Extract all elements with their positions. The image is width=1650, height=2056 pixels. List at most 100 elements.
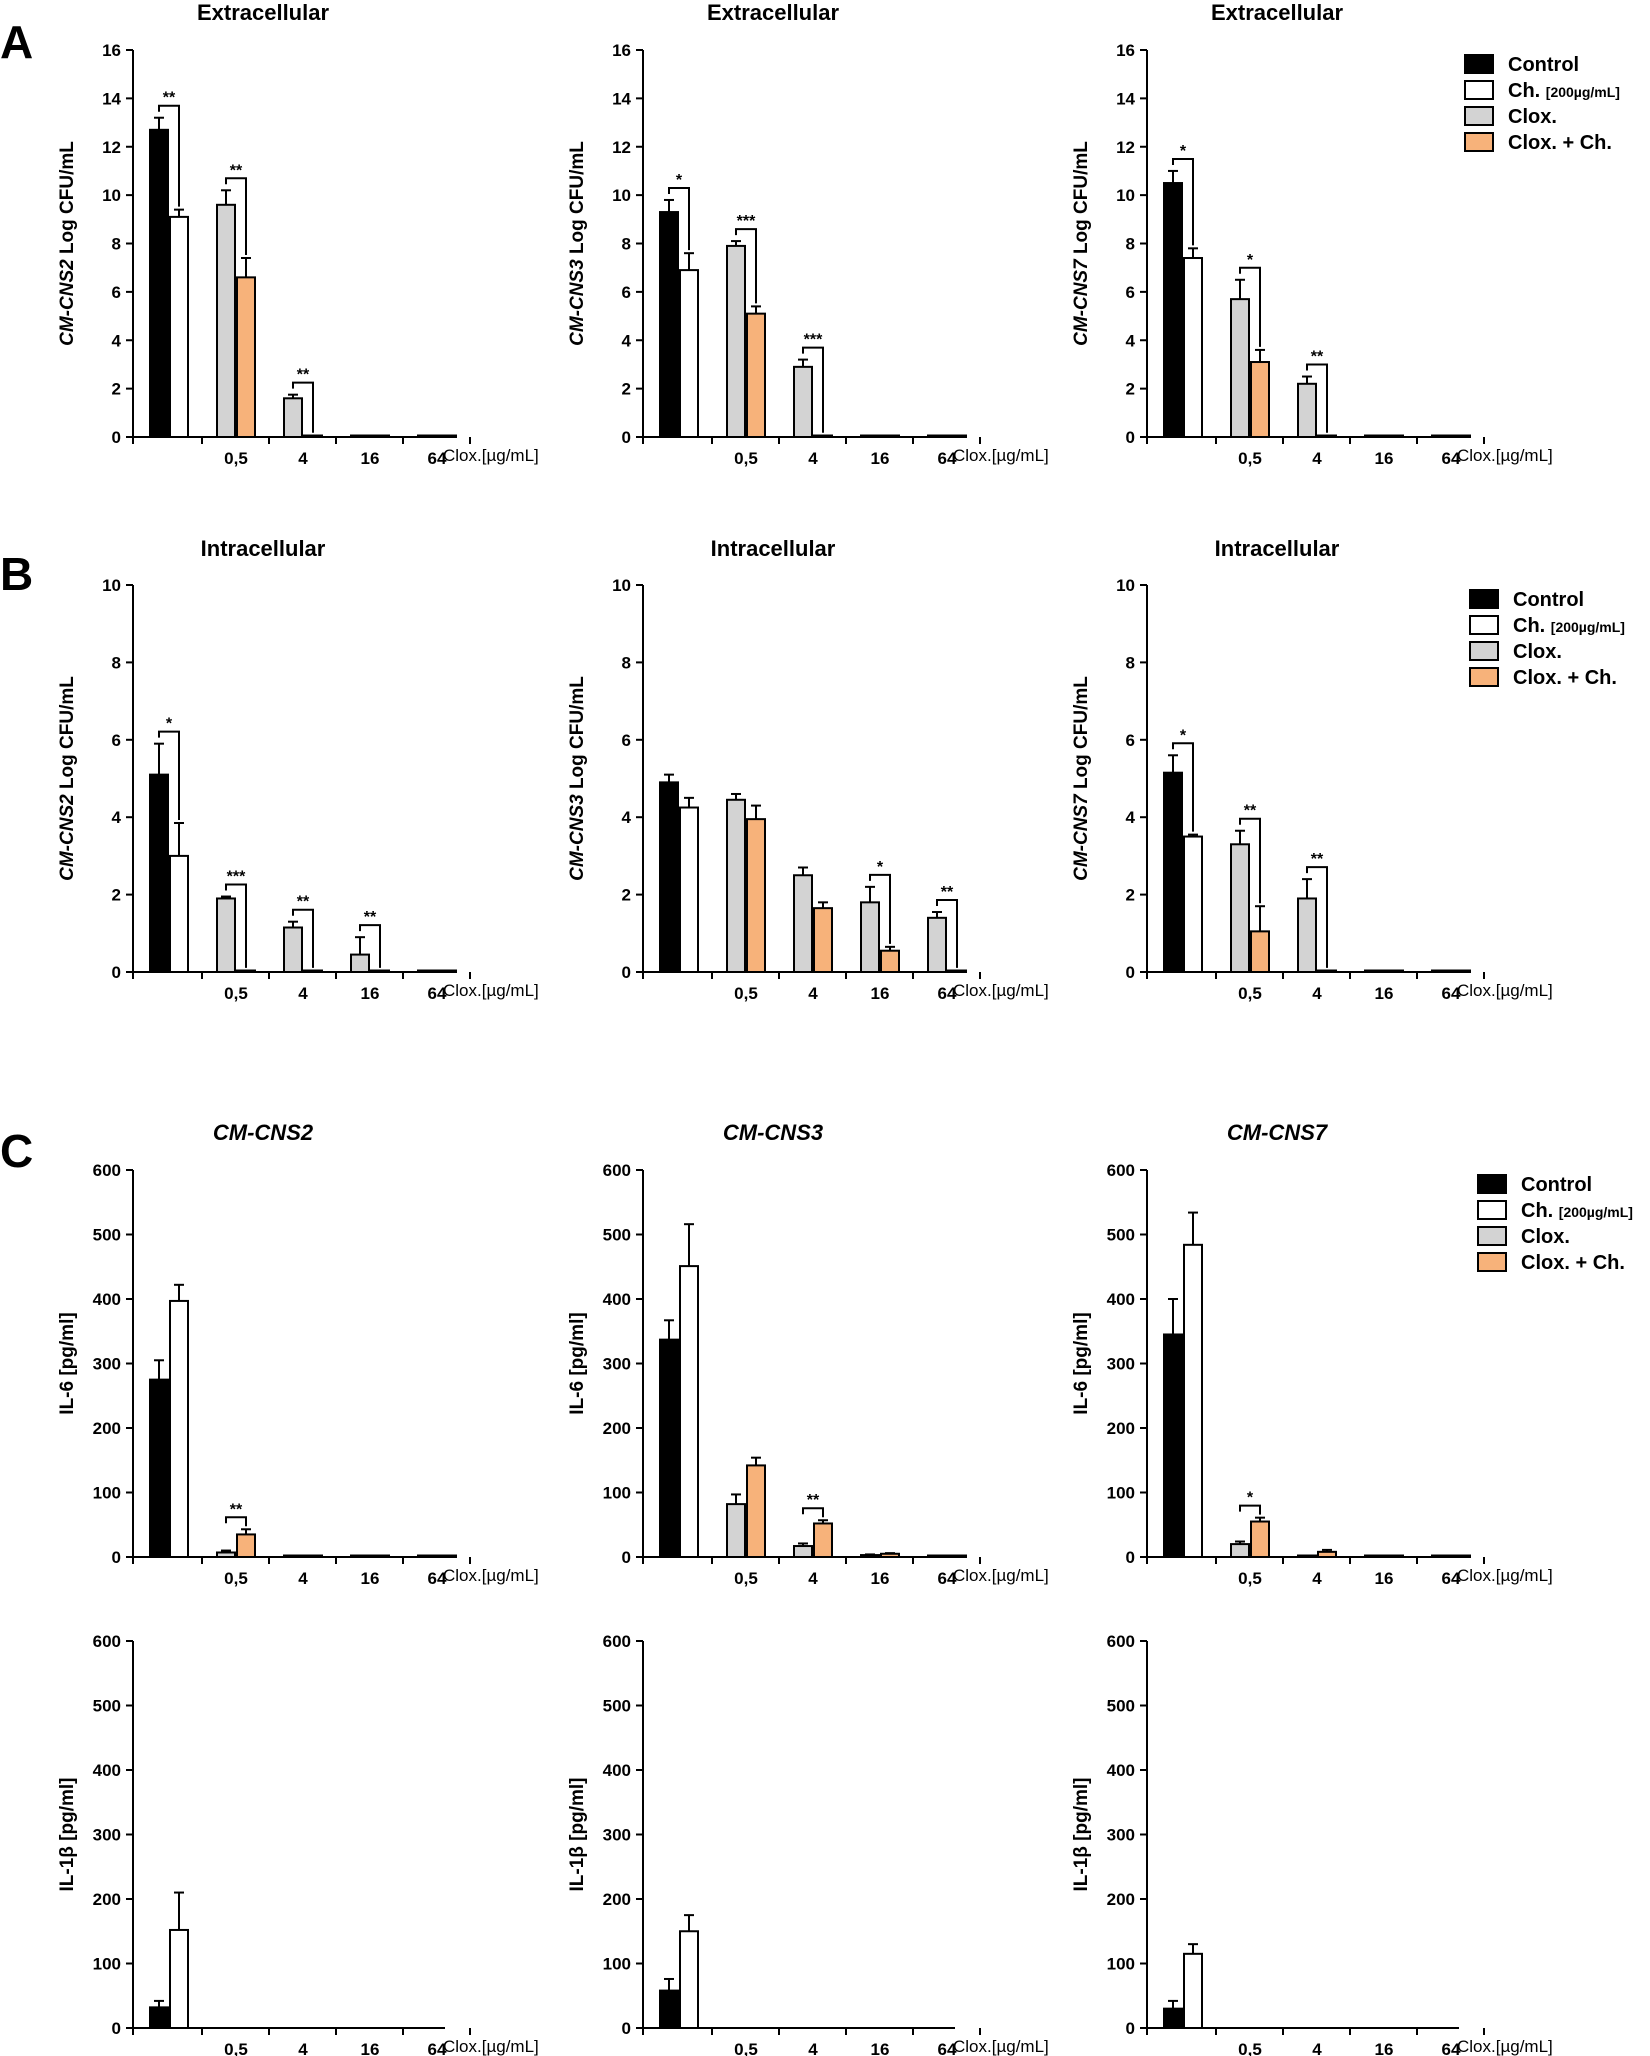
x-tick-label: 0,5 [734,449,758,468]
y-axis-label-text: Log CFU/mL [57,141,78,260]
y-tick-label: 4 [622,331,632,350]
y-tick-label: 500 [603,1697,631,1716]
y-axis-label-text: Log CFU/mL [57,676,78,795]
bar-clox [350,1554,370,1558]
y-tick-label: 8 [622,235,631,254]
significance-bracket [292,381,314,433]
bar-clox-ch [370,434,390,438]
y-tick-label: 600 [1107,1161,1135,1180]
x-tick-label: 64 [428,449,447,468]
y-tick-label: 8 [112,235,121,254]
bar-clox-ch [370,1554,390,1558]
chart-A1: Extracellular CM-CNS2 Log CFU/mL 0 2 4 6 8 10 12… [57,0,539,468]
y-tick-label: 0 [622,428,631,447]
y-axis-label: CM-CNS7 Log CFU/mL [1071,141,1092,346]
legend-label: Clox. + Ch. [1521,1252,1625,1274]
y-tick-label: 0 [112,428,121,447]
bar-ch [169,215,189,438]
y-tick-label: 2 [622,380,631,399]
y-axis-label: IL-6 [pg/ml] [1071,1312,1092,1414]
significance-stars: ** [1311,349,1324,366]
x-tick-label: 4 [298,2040,308,2056]
significance-bracket [1306,363,1328,433]
y-tick-label: 0 [112,963,121,982]
legend-label-text: Clox. + Ch. [1521,1252,1625,1274]
y-tick-label: 6 [112,283,121,302]
x-tick-label: 16 [871,1569,890,1588]
bar-clox [1364,1554,1384,1558]
x-tick-label: 16 [361,1569,380,1588]
significance-bracket [936,899,958,968]
significance-stars: ** [230,162,243,179]
y-tick-label: 2 [1126,886,1135,905]
x-tick-label: 16 [1375,984,1394,1003]
legend-swatch [1469,641,1499,661]
legend-swatch [1477,1226,1507,1246]
bar-clox-ch [236,276,256,438]
legend-swatch [1464,106,1494,126]
bar-clox [283,1554,303,1558]
bar-clox [1230,298,1250,438]
bar-clox-ch [1451,1554,1471,1558]
bar-clox-ch [1451,434,1471,438]
bar-ch [169,1299,189,1559]
significance-bracket [292,908,314,968]
y-tick-label: 8 [112,653,121,672]
x-tick-label: 64 [1442,2040,1461,2056]
bar-clox-ch [1384,969,1404,973]
significance-stars: *** [804,332,823,349]
legend-label: Control [1513,589,1584,611]
bar-clox [726,1503,746,1558]
chart-A2: Extracellular CM-CNS3 Log CFU/mL 0 2 4 6 8 10 12… [567,0,1049,468]
bar-clox [927,916,947,974]
y-tick-label: 500 [1107,1226,1135,1245]
significance-stars: ** [1311,851,1324,868]
bar-control [1163,2007,1183,2030]
legend-label-text: Clox. [1513,641,1562,663]
x-axis-unit-label: Clox.[µg/mL] [953,1566,1049,1585]
y-tick-label: 600 [93,1161,121,1180]
panel-letter-c: C [0,1125,33,1177]
x-tick-label: 4 [1312,1569,1322,1588]
legend-swatch [1469,589,1499,609]
legend-label: Clox. [1521,1226,1570,1248]
bar-clox-ch [813,434,833,438]
x-tick-label: 16 [1375,449,1394,468]
bar-clox [216,897,236,973]
y-tick-label: 6 [112,731,121,750]
x-tick-label: 16 [871,984,890,1003]
bar-clox-ch [813,907,833,974]
y-axis-label-text: IL-6 [pg/ml] [567,1312,588,1414]
y-tick-label: 600 [93,1632,121,1651]
y-tick-label: 0 [1126,1548,1135,1567]
x-axis-unit-label: Clox.[µg/mL] [1457,1566,1553,1585]
bar-clox-ch [947,434,967,438]
bar-control [659,1989,679,2029]
y-tick-label: 10 [102,576,121,595]
y-tick-label: 600 [603,1161,631,1180]
significance-stars: ** [297,894,310,911]
chart-C1: CM-CNS2 IL-6 [pg/ml] 0 100 200 300 400 500 600 0,… [57,1120,539,1588]
legend-label-text: Clox. + Ch. [1508,132,1612,154]
legend-swatch [1469,615,1499,635]
significance-bracket [869,873,891,944]
x-tick-label: 16 [1375,2040,1394,2056]
bar-clox [350,953,370,974]
y-tick-label: 4 [1126,331,1136,350]
panel-letter-b: B [0,548,33,600]
x-tick-label: 4 [808,2040,818,2056]
y-axis-label: CM-CNS2 Log CFU/mL [57,676,78,881]
x-axis-unit-label: Clox.[µg/mL] [953,981,1049,1000]
x-tick-label: 0,5 [224,449,248,468]
bar-control [149,1378,169,1558]
x-tick-label: 64 [1442,449,1461,468]
y-tick-label: 400 [603,1290,631,1309]
bar-control [659,781,679,973]
bar-control [1163,182,1183,438]
y-tick-label: 4 [622,808,632,827]
y-tick-label: 14 [612,89,631,108]
chart-title: Intracellular [201,536,326,561]
y-tick-label: 0 [622,2019,631,2038]
y-axis-label-strain: CM-CNS2 [57,259,78,346]
y-tick-label: 14 [1116,89,1135,108]
